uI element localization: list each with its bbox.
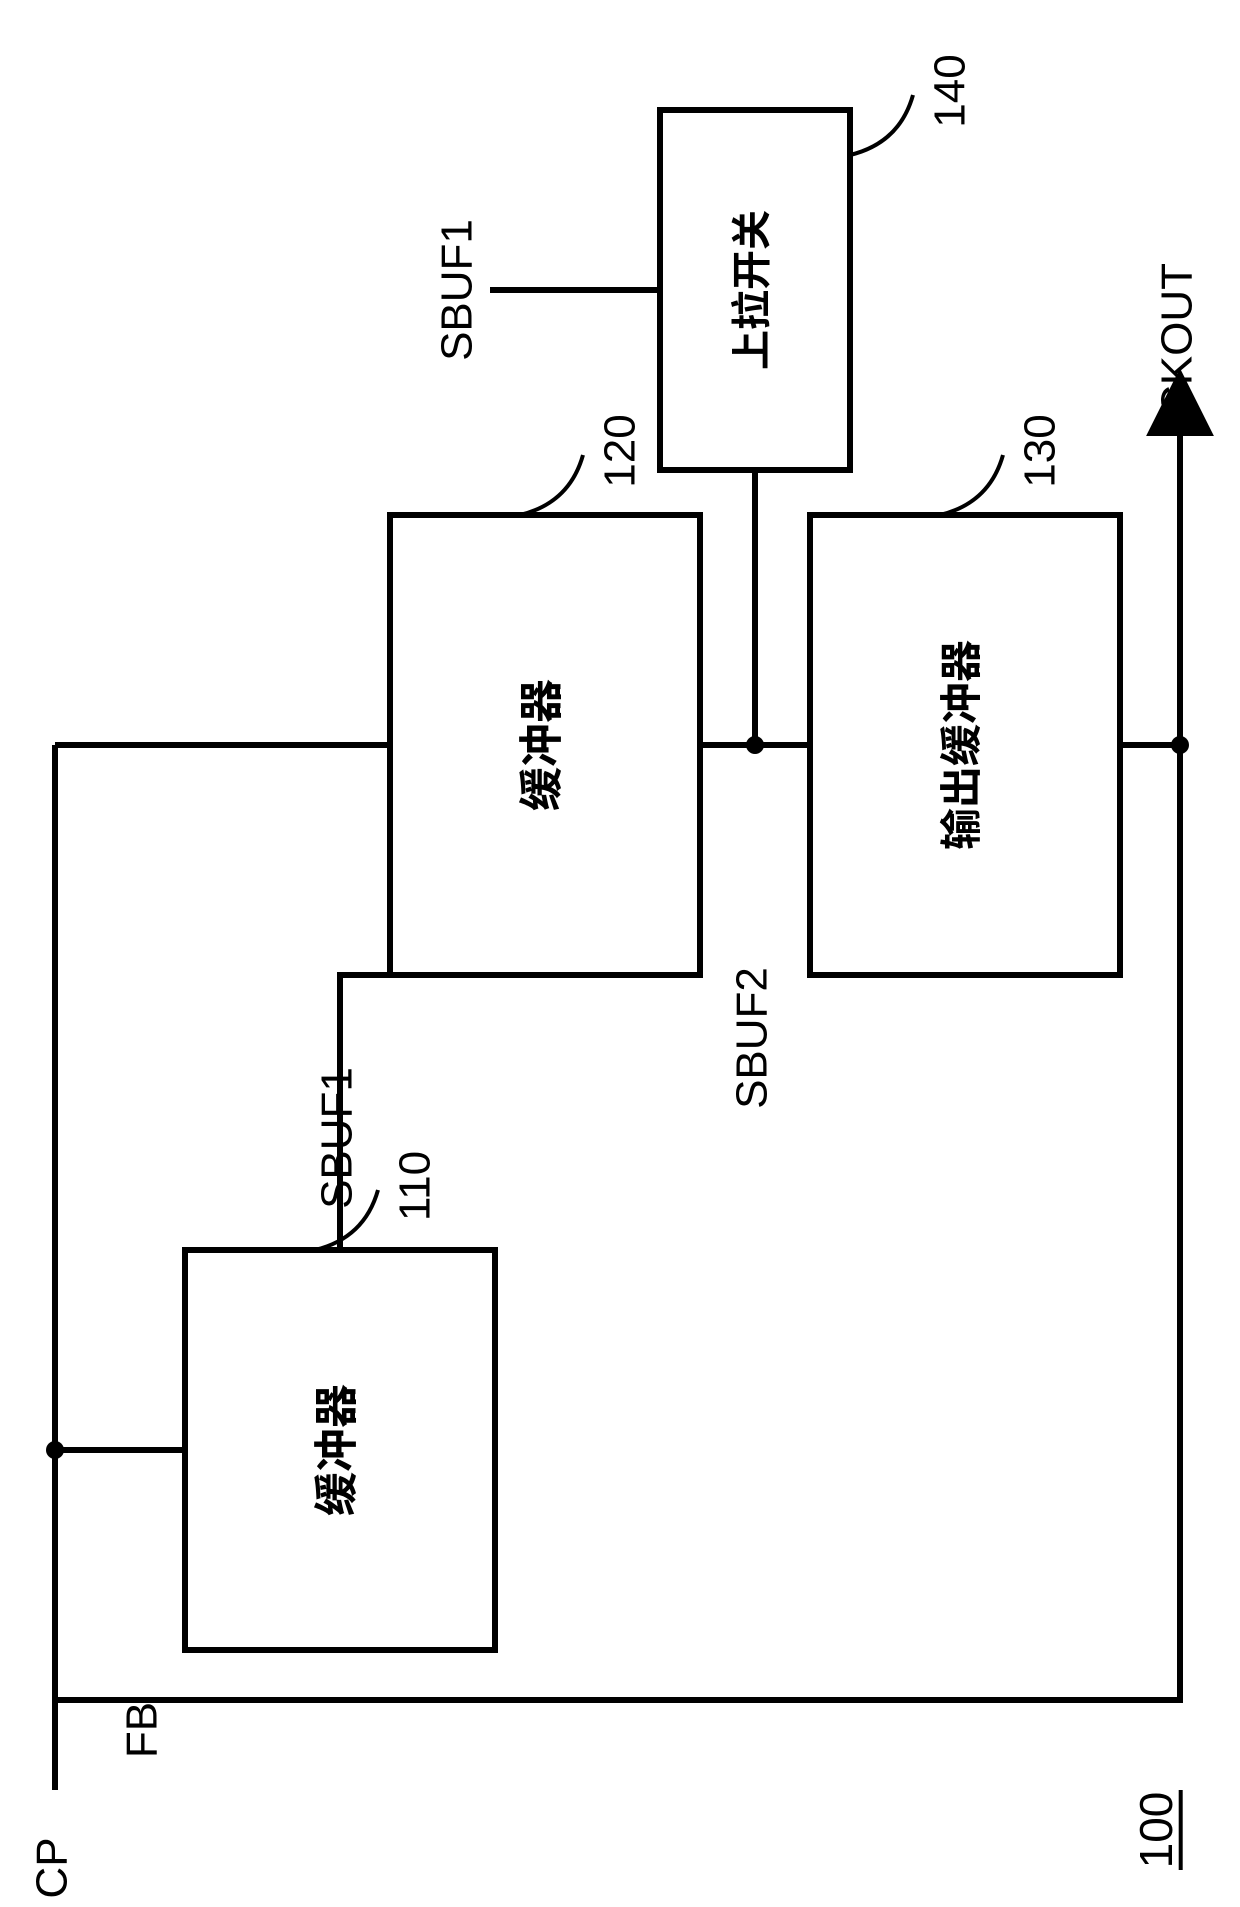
block-label-b120: 缓冲器 bbox=[518, 679, 567, 811]
signal-cp-0: CP bbox=[28, 1837, 77, 1898]
block-label-b140: 上拉开关 bbox=[731, 210, 775, 370]
signal-sbuf2-3: SBUF2 bbox=[728, 967, 777, 1109]
ref-b110: 110 bbox=[391, 1151, 440, 1221]
signal-ckout-5: CKOUT bbox=[1153, 263, 1202, 417]
ref-b140: 140 bbox=[926, 54, 975, 127]
figure-label: 100 bbox=[1130, 1790, 1182, 1870]
signal-sbuf1-1: SBUF1 bbox=[433, 219, 482, 361]
signal-fb-4: FB bbox=[118, 1702, 167, 1758]
block-label-b110: 缓冲器 bbox=[313, 1384, 362, 1516]
junction bbox=[746, 736, 764, 754]
ref-b130: 130 bbox=[1016, 414, 1065, 487]
junction bbox=[46, 1441, 64, 1459]
signal-sbuf1-2: SBUF1 bbox=[313, 1067, 362, 1209]
block-label-b130: 输出缓冲器 bbox=[938, 640, 985, 850]
junction bbox=[1171, 736, 1189, 754]
ref-b120: 120 bbox=[596, 414, 645, 487]
svg-text:100: 100 bbox=[1130, 1792, 1182, 1869]
